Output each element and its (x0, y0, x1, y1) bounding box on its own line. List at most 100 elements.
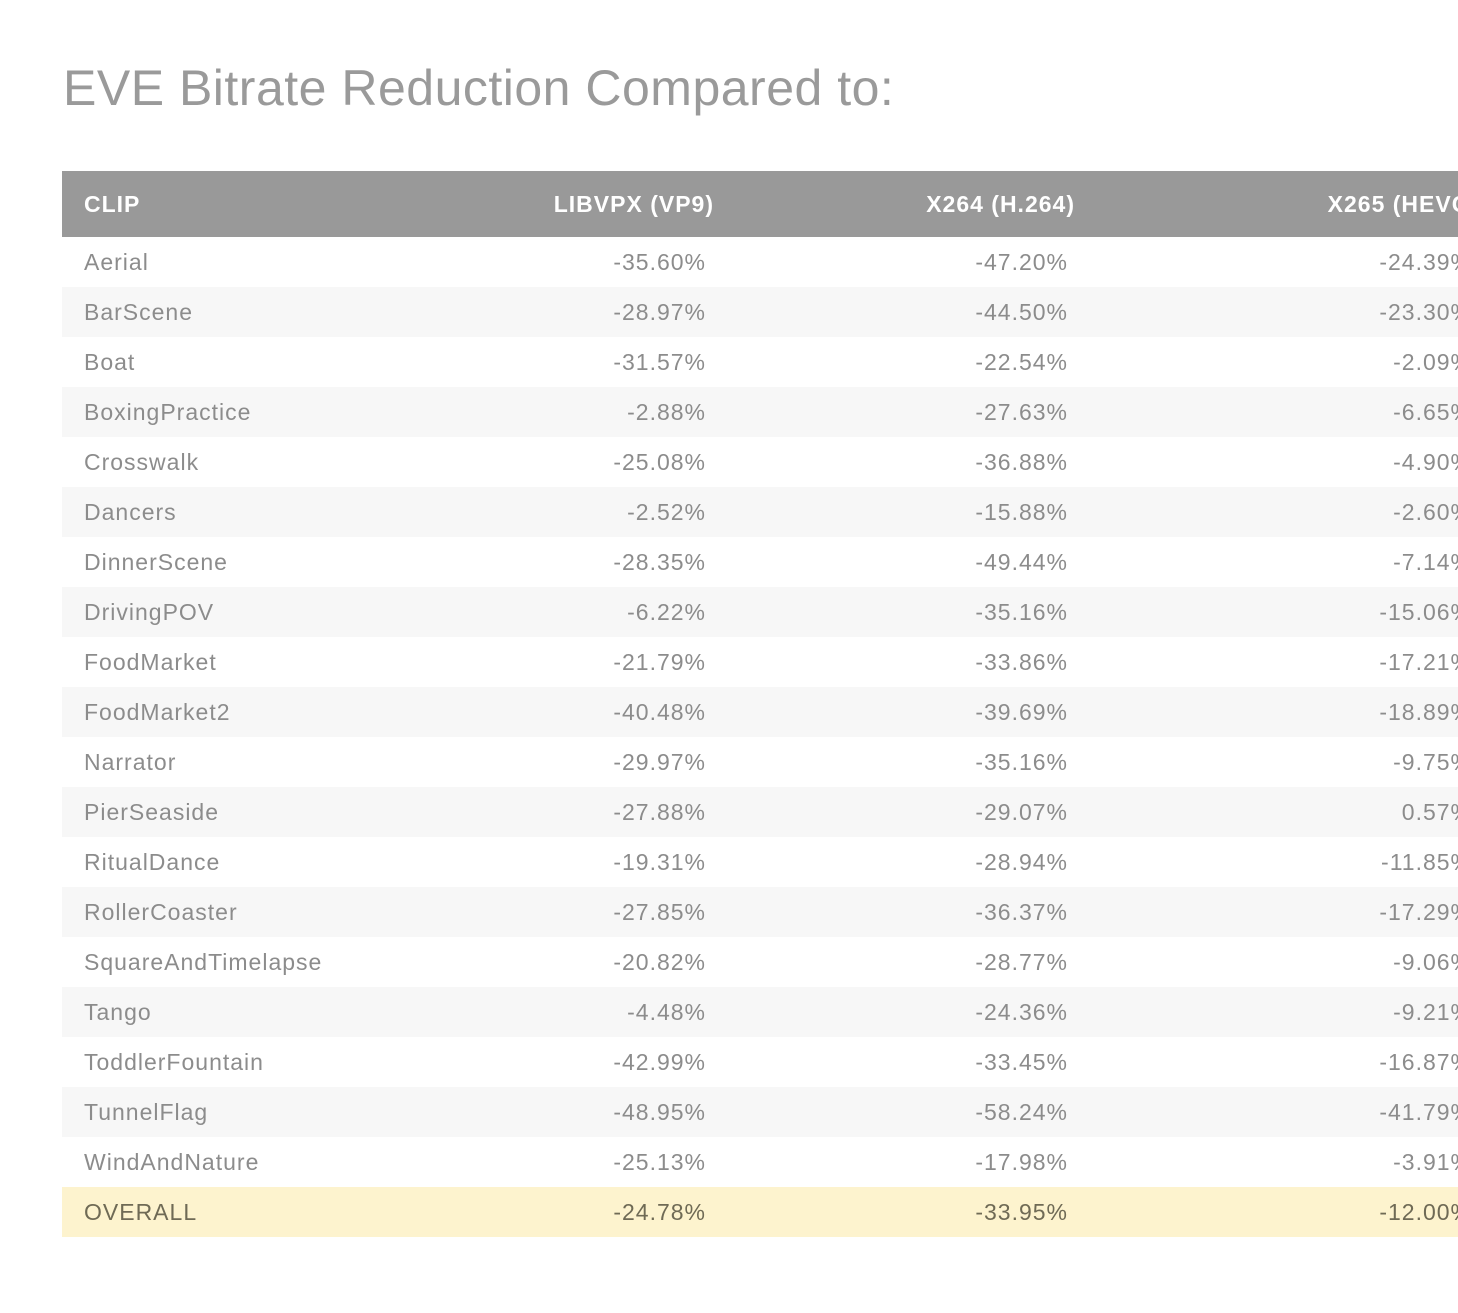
clip-cell: Dancers (84, 498, 177, 525)
x264-cell: -33.45% (975, 1048, 1068, 1075)
header-x265: X265 (HEVC) (1327, 190, 1458, 217)
clip-cell: PierSeaside (84, 798, 220, 825)
clip-cell: TunnelFlag (84, 1098, 209, 1125)
table-row: SquareAndTimelapse -20.82% -28.77% -9.06% (62, 937, 1458, 987)
header-clip: CLIP (84, 190, 141, 217)
x265-cell: -2.60% (1393, 498, 1458, 525)
x265-cell: -9.75% (1393, 748, 1458, 775)
clip-cell: RollerCoaster (84, 898, 238, 925)
x264-cell: -22.54% (975, 348, 1068, 375)
x264-cell: -49.44% (975, 548, 1068, 575)
overall-row: OVERALL -24.78% -33.95% -12.00% (62, 1187, 1458, 1237)
x264-cell: -47.20% (975, 248, 1068, 275)
clip-cell: FoodMarket2 (84, 698, 231, 725)
overall-libvpx-cell: -24.78% (613, 1198, 706, 1225)
libvpx-cell: -21.79% (613, 648, 706, 675)
clip-cell: FoodMarket (84, 648, 217, 675)
table-row: DinnerScene -28.35% -49.44% -7.14% (62, 537, 1458, 587)
header-x264: X264 (H.264) (926, 190, 1075, 217)
x264-cell: -58.24% (975, 1098, 1068, 1125)
x265-cell: -17.21% (1379, 648, 1458, 675)
table-row: TunnelFlag -48.95% -58.24% -41.79% (62, 1087, 1458, 1137)
clip-cell: Crosswalk (84, 448, 200, 475)
table-row: Dancers -2.52% -15.88% -2.60% (62, 487, 1458, 537)
table-row: Crosswalk -25.08% -36.88% -4.90% (62, 437, 1458, 487)
x264-cell: -15.88% (975, 498, 1068, 525)
clip-cell: BoxingPractice (84, 398, 252, 425)
libvpx-cell: -35.60% (613, 248, 706, 275)
table-body: Aerial -35.60% -47.20% -24.39% BarScene -28.9… (62, 237, 1458, 1237)
libvpx-cell: -31.57% (613, 348, 706, 375)
x265-cell: -17.29% (1379, 898, 1458, 925)
x265-cell: 0.57% (1401, 798, 1458, 825)
overall-x264-cell: -33.95% (975, 1198, 1068, 1225)
table-row: BoxingPractice -2.88% -27.63% -6.65% (62, 387, 1458, 437)
x265-cell: -24.39% (1379, 248, 1458, 275)
x264-cell: -39.69% (975, 698, 1068, 725)
table-row: Boat -31.57% -22.54% -2.09% (62, 337, 1458, 387)
libvpx-cell: -29.97% (613, 748, 706, 775)
clip-cell: BarScene (84, 298, 194, 325)
x265-cell: -2.09% (1393, 348, 1458, 375)
libvpx-cell: -6.22% (627, 598, 706, 625)
x264-cell: -28.77% (975, 948, 1068, 975)
table-row: ToddlerFountain -42.99% -33.45% -16.87% (62, 1037, 1458, 1087)
table-row: BarScene -28.97% -44.50% -23.30% (62, 287, 1458, 337)
table-row: PierSeaside -27.88% -29.07% 0.57% (62, 787, 1458, 837)
overall-clip-cell: OVERALL (84, 1198, 198, 1225)
x265-cell: -15.06% (1379, 598, 1458, 625)
table-row: FoodMarket -21.79% -33.86% -17.21% (62, 637, 1458, 687)
clip-cell: WindAndNature (84, 1148, 260, 1175)
x264-cell: -36.88% (975, 448, 1068, 475)
x264-cell: -17.98% (975, 1148, 1068, 1175)
libvpx-cell: -42.99% (613, 1048, 706, 1075)
bitrate-table: CLIP LIBVPX (VP9) X264 (H.264) X265 (HEV… (62, 171, 1458, 1237)
x265-cell: -9.21% (1393, 998, 1458, 1025)
libvpx-cell: -25.08% (613, 448, 706, 475)
clip-cell: Boat (84, 348, 136, 375)
table-row: Aerial -35.60% -47.20% -24.39% (62, 237, 1458, 287)
table-row: FoodMarket2 -40.48% -39.69% -18.89% (62, 687, 1458, 737)
header-row: CLIP LIBVPX (VP9) X264 (H.264) X265 (HEV… (62, 171, 1458, 237)
clip-cell: SquareAndTimelapse (84, 948, 323, 975)
clip-cell: DrivingPOV (84, 598, 215, 625)
x265-cell: -16.87% (1379, 1048, 1458, 1075)
libvpx-cell: -4.48% (627, 998, 706, 1025)
x265-cell: -18.89% (1379, 698, 1458, 725)
clip-cell: ToddlerFountain (84, 1048, 264, 1075)
x265-cell: -4.90% (1393, 448, 1458, 475)
libvpx-cell: -20.82% (613, 948, 706, 975)
libvpx-cell: -25.13% (613, 1148, 706, 1175)
libvpx-cell: -28.97% (613, 298, 706, 325)
x264-cell: -35.16% (975, 598, 1068, 625)
libvpx-cell: -40.48% (613, 698, 706, 725)
libvpx-cell: -27.88% (613, 798, 706, 825)
x265-cell: -3.91% (1393, 1148, 1458, 1175)
table-row: Narrator -29.97% -35.16% -9.75% (62, 737, 1458, 787)
libvpx-cell: -2.88% (627, 398, 706, 425)
x265-cell: -7.14% (1393, 548, 1458, 575)
libvpx-cell: -28.35% (613, 548, 706, 575)
clip-cell: Tango (84, 998, 152, 1025)
clip-cell: Narrator (84, 748, 177, 775)
x265-cell: -23.30% (1379, 298, 1458, 325)
x264-cell: -29.07% (975, 798, 1068, 825)
table-header: CLIP LIBVPX (VP9) X264 (H.264) X265 (HEV… (62, 171, 1458, 237)
overall-x265-cell: -12.00% (1379, 1198, 1458, 1225)
libvpx-cell: -27.85% (613, 898, 706, 925)
x264-cell: -35.16% (975, 748, 1068, 775)
table-row: RollerCoaster -27.85% -36.37% -17.29% (62, 887, 1458, 937)
x265-cell: -11.85% (1381, 848, 1458, 875)
table-row: RitualDance -19.31% -28.94% -11.85% (62, 837, 1458, 887)
header-libvpx: LIBVPX (VP9) (553, 190, 714, 217)
libvpx-cell: -2.52% (627, 498, 706, 525)
x264-cell: -36.37% (975, 898, 1068, 925)
x264-cell: -44.50% (975, 298, 1068, 325)
x264-cell: -28.94% (975, 848, 1068, 875)
libvpx-cell: -48.95% (613, 1098, 706, 1125)
libvpx-cell: -19.31% (613, 848, 706, 875)
table-row: DrivingPOV -6.22% -35.16% -15.06% (62, 587, 1458, 637)
x265-cell: -9.06% (1393, 948, 1458, 975)
clip-cell: Aerial (84, 248, 149, 275)
x264-cell: -24.36% (975, 998, 1068, 1025)
